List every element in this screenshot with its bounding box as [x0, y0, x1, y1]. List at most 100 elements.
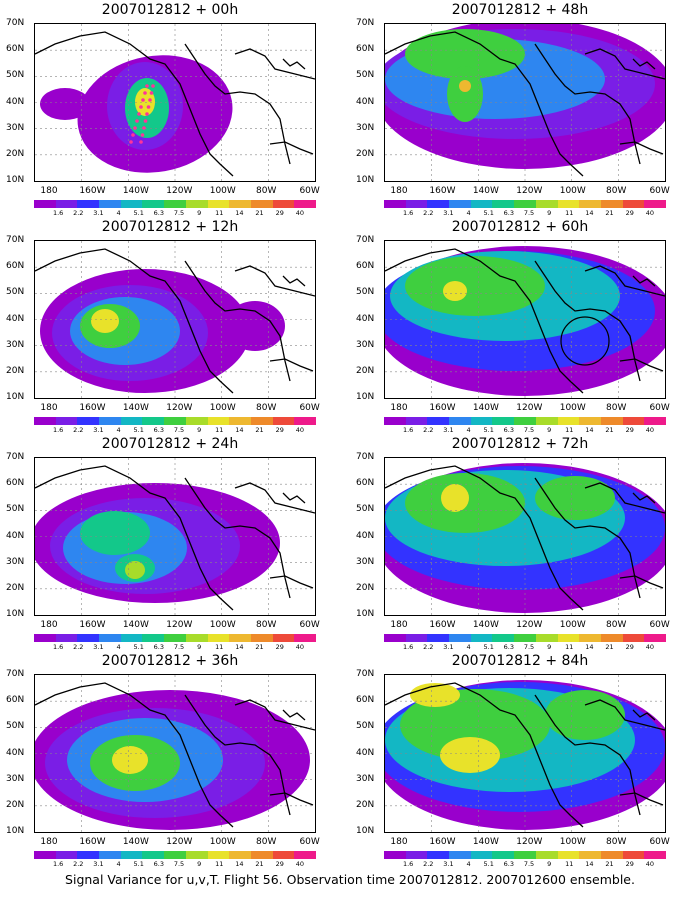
colorbar-label: 2.2: [423, 860, 434, 868]
colorbar-label: 21: [255, 860, 264, 868]
latitude-label: 10N: [356, 175, 375, 185]
colorbar-swatch: [164, 200, 186, 208]
latitude-label: 40N: [6, 530, 25, 541]
coastline: [632, 275, 656, 287]
coastline: [534, 694, 641, 816]
colorbar-label: 14: [585, 209, 594, 217]
colorbar-swatch: [600, 634, 623, 642]
colorbar-label: 3.1: [93, 426, 104, 434]
contour-map: [35, 24, 315, 181]
colorbar-label: 11: [215, 426, 224, 434]
colorbar-labels: 1.6 2.2 3.1 4 5.1 6.3 7.5 9 11 14 21 29 40: [34, 426, 316, 435]
colorbar-label: 6.3: [153, 643, 165, 651]
colorbar-swatch: [470, 417, 493, 425]
colorbar-labels: 1.6 2.2 3.1 4 5.1 6.3 7.5 9 11 14 21 29 40: [384, 209, 666, 218]
coastline: [35, 31, 234, 177]
colorbar-label: 14: [585, 643, 594, 651]
latitude-label: 30N: [6, 122, 25, 133]
colorbar-swatch: [579, 851, 601, 859]
latitude-label: 70N: [356, 235, 375, 245]
colorbar-label: 5.1: [133, 860, 144, 868]
colorbar-swatch: [55, 200, 78, 208]
flight-track-point: [140, 133, 145, 137]
colorbar-label: 29: [625, 860, 634, 868]
contour-region: [447, 66, 483, 122]
figure-caption: Signal Variance for u,v,T. Flight 56. Ob…: [65, 872, 635, 887]
latitude-label: 50N: [6, 70, 25, 81]
colorbar-swatch: [449, 417, 471, 425]
colorbar-swatch: [185, 200, 208, 208]
colorbar-swatch: [229, 417, 251, 425]
colorbar-label: 2.2: [73, 643, 84, 651]
latitude-label: 10N: [6, 609, 25, 619]
colorbar-swatch: [55, 851, 78, 859]
latitude-label: 70N: [356, 452, 375, 462]
longitude-label: 60W: [299, 403, 320, 413]
latitude-label: 30N: [356, 122, 375, 133]
colorbar-label: 4: [116, 643, 121, 651]
latitude-label: 10N: [6, 392, 25, 402]
colorbar-swatch: [535, 634, 558, 642]
colorbar-swatch: [622, 200, 645, 208]
colorbar-swatch: [250, 417, 273, 425]
coastline: [269, 358, 314, 372]
colorbar-label: 1.6: [52, 643, 64, 651]
contour-map: [35, 675, 315, 832]
map-area: [34, 457, 316, 616]
longitude-label: 180: [40, 403, 58, 413]
colorbar-swatch: [557, 417, 580, 425]
colorbar: [384, 200, 666, 208]
colorbar-swatch: [600, 200, 623, 208]
coastline: [385, 248, 584, 394]
latitude-label: 30N: [356, 339, 375, 350]
map-area: [384, 457, 666, 616]
longitude-label: 180: [40, 620, 58, 630]
longitude-label: 140W: [472, 186, 499, 196]
latitude-label: 60N: [356, 44, 375, 55]
longitude-label: 140W: [122, 837, 149, 847]
flight-track-point: [151, 84, 155, 88]
colorbar: [34, 200, 316, 208]
colorbar-swatch: [250, 851, 273, 859]
colorbar-swatch: [120, 634, 143, 642]
colorbar-swatch: [185, 417, 208, 425]
colorbar-swatch: [142, 634, 165, 642]
latitude-label: 10N: [356, 826, 375, 836]
coastline: [269, 575, 314, 589]
colorbar-label: 29: [625, 643, 634, 651]
colorbar-swatch: [99, 200, 121, 208]
colorbar-swatch: [294, 417, 316, 425]
colorbar-label: 2.2: [73, 860, 84, 868]
latitude-label: 10N: [356, 392, 375, 402]
longitude-label: 120W: [516, 620, 543, 630]
contour-region: [225, 301, 285, 351]
latitude-label: 10N: [356, 609, 375, 619]
coastline: [282, 58, 306, 70]
colorbar-label: 4: [466, 860, 471, 868]
colorbar-swatch: [449, 634, 471, 642]
panel-title: 2007012812 + 84h: [451, 653, 589, 669]
longitude-label: 120W: [166, 186, 193, 196]
colorbar-swatch: [207, 417, 230, 425]
latitude-label: 40N: [6, 96, 25, 107]
map-panel: 2007012812 + 24h 70N 60N 50N 40N 30N 20N 10N 180…: [0, 434, 340, 651]
colorbar-label: 14: [235, 426, 244, 434]
colorbar-swatch: [77, 200, 100, 208]
colorbar-swatch: [77, 417, 100, 425]
flight-track-point: [133, 126, 137, 130]
flight-track-point: [145, 84, 149, 88]
coastline: [385, 31, 584, 177]
flight-track-point: [149, 91, 154, 95]
flight-track-point: [137, 112, 141, 116]
colorbar-label: 6.3: [153, 209, 165, 217]
longitude-label: 60W: [649, 403, 670, 413]
coastline: [35, 682, 234, 828]
colorbar-label: 1.6: [402, 860, 414, 868]
colorbar-label: 6.3: [503, 209, 515, 217]
coastline: [534, 477, 641, 599]
colorbar-label: 40: [295, 209, 304, 217]
latitude-label: 20N: [356, 148, 375, 159]
colorbar-swatch: [185, 634, 208, 642]
latitude-label: 60N: [356, 261, 375, 272]
colorbar-swatch: [142, 417, 165, 425]
